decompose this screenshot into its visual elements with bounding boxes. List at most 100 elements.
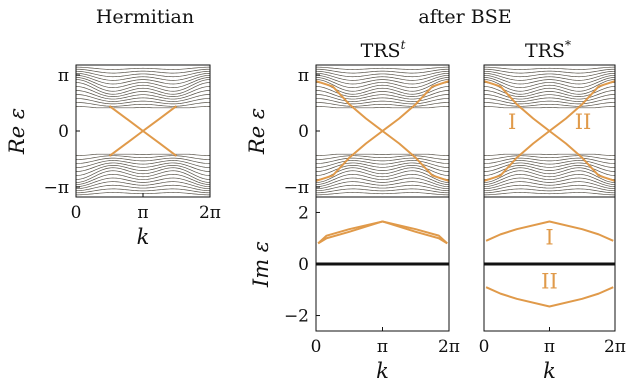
bulk-band xyxy=(484,155,615,160)
y-tick-label: −2 xyxy=(284,307,309,327)
bulk-band xyxy=(316,66,449,70)
x-tick-label: 0 xyxy=(479,337,490,357)
bulk-band xyxy=(76,68,210,74)
y-tick-label: 0 xyxy=(298,255,309,275)
bulk-band xyxy=(484,167,615,180)
bulk-band xyxy=(76,164,210,176)
bulk-band xyxy=(76,157,210,164)
bulk-band xyxy=(76,167,210,180)
bulk-band xyxy=(484,82,615,95)
y-tick-label: 2 xyxy=(298,203,309,223)
series-line-1 xyxy=(316,80,449,182)
bulk-band xyxy=(316,177,449,187)
x-tick-label: π xyxy=(544,337,555,357)
title-hermitian: Hermitian xyxy=(96,6,194,28)
bulk-band xyxy=(484,188,615,194)
bulk-band xyxy=(76,75,210,85)
bulk-band xyxy=(484,98,615,105)
y-tick-label: 0 xyxy=(298,122,309,142)
bulk-band xyxy=(316,167,449,180)
plot-area xyxy=(484,66,615,196)
series-line-1 xyxy=(317,220,448,245)
bulk-band xyxy=(76,170,210,183)
bulk-band xyxy=(316,102,449,107)
x-tick-label: 2π xyxy=(438,337,460,357)
bulk-band xyxy=(484,72,615,81)
bulk-band xyxy=(316,98,449,105)
bulk-band xyxy=(76,184,210,192)
bulk-band xyxy=(76,181,210,190)
bulk-band xyxy=(316,82,449,95)
bulk-band xyxy=(484,66,615,70)
panel-trs_t_re: π 0 −π Re ε xyxy=(245,64,450,198)
bulk-band xyxy=(484,174,615,185)
annotation-II: II xyxy=(541,269,558,293)
bulk-band xyxy=(316,174,449,185)
bulk-band xyxy=(76,90,210,100)
y-axis-label: Re ε xyxy=(245,108,269,155)
x-tick-label: 2π xyxy=(604,337,626,357)
bulk-band xyxy=(76,160,210,168)
bulk-band xyxy=(484,184,615,192)
bulk-band xyxy=(76,72,210,81)
y-tick-label: π xyxy=(298,66,309,86)
title-trs-star: TRS* xyxy=(525,38,571,62)
bulk-band xyxy=(316,94,449,102)
bulk-band xyxy=(76,79,210,92)
series-line-1 xyxy=(484,80,615,182)
series-line-1 xyxy=(108,105,178,157)
y-tick-label: 0 xyxy=(58,122,69,142)
bulk-band xyxy=(484,160,615,168)
bulk-band xyxy=(484,157,615,164)
bulk-band xyxy=(76,177,210,187)
bulk-band xyxy=(76,94,210,102)
annotation-I: I xyxy=(508,110,516,134)
y-tick-label: −π xyxy=(44,178,69,198)
bulk-band xyxy=(76,66,210,70)
bulk-band xyxy=(484,75,615,85)
plot-area xyxy=(316,66,449,196)
bulk-band xyxy=(76,82,210,95)
bulk-band xyxy=(484,94,615,102)
bulk-band xyxy=(316,75,449,85)
panel-trs_star_re: I II xyxy=(483,64,616,198)
bulk-band xyxy=(316,170,449,183)
bulk-band xyxy=(484,181,615,190)
bulk-band xyxy=(484,102,615,107)
y-tick-label: −π xyxy=(284,178,309,198)
series-line-0 xyxy=(317,220,448,245)
x-axis-label: k xyxy=(376,359,389,383)
x-tick-label: π xyxy=(137,203,148,223)
bulk-band xyxy=(76,86,210,98)
bulk-band xyxy=(484,77,615,88)
bulk-band xyxy=(484,162,615,172)
x-tick-label: π xyxy=(377,337,388,357)
bulk-band xyxy=(316,157,449,164)
bulk-band xyxy=(484,79,615,92)
bulk-band xyxy=(76,102,210,107)
bulk-band xyxy=(316,70,449,78)
bulk-band xyxy=(484,106,615,109)
bulk-band xyxy=(484,68,615,74)
bulk-band xyxy=(484,170,615,183)
y-axis-label: Re ε xyxy=(5,108,29,155)
y-axis-label: Im ε xyxy=(249,241,273,288)
bulk-band xyxy=(316,106,449,109)
bulk-band xyxy=(316,72,449,81)
bulk-band xyxy=(76,70,210,78)
plot-area xyxy=(316,220,449,266)
bulk-band xyxy=(316,162,449,172)
x-tick-label: 2π xyxy=(199,203,221,223)
series-line-0 xyxy=(485,220,614,242)
x-axis-label: k xyxy=(543,359,556,383)
title-trs-t: TRSt xyxy=(361,38,406,62)
bulk-band xyxy=(316,181,449,190)
bulk-band xyxy=(484,177,615,187)
plot-area xyxy=(76,66,210,196)
bulk-band xyxy=(316,188,449,194)
bulk-band xyxy=(484,192,615,196)
bulk-band xyxy=(316,192,449,196)
